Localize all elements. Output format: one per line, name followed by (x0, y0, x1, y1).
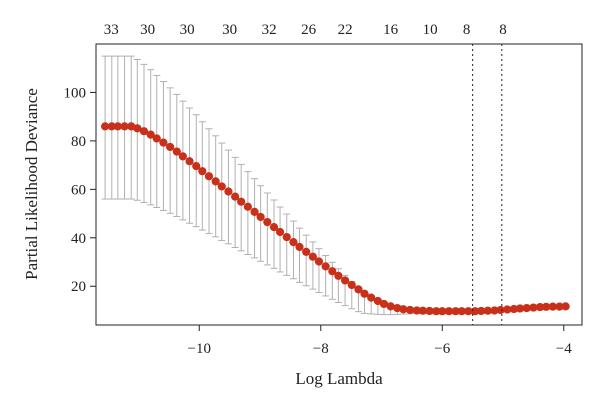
data-point (425, 306, 434, 316)
data-point (432, 307, 441, 316)
data-point (328, 267, 337, 276)
data-point (295, 242, 304, 252)
data-point (139, 127, 149, 136)
data-point (379, 299, 389, 309)
data-point (217, 182, 226, 191)
data-point (192, 161, 201, 171)
data-point (477, 306, 486, 316)
x-tick-label: −8 (313, 341, 329, 357)
data-point (204, 172, 214, 181)
data-point (101, 122, 110, 131)
data-point (515, 304, 525, 313)
top-axis-label: 16 (383, 22, 399, 38)
data-point (483, 306, 492, 315)
data-point (314, 257, 324, 266)
y-tick-label: 100 (64, 85, 87, 101)
data-point (231, 192, 240, 201)
reference-lines (472, 44, 503, 325)
data-point (347, 280, 356, 290)
data-point (275, 227, 285, 237)
data-point (418, 306, 427, 315)
data-point (159, 138, 168, 147)
x-tick-label: −10 (188, 341, 211, 357)
data-point (120, 122, 129, 131)
top-axis-label: 30 (222, 22, 237, 38)
x-axis-title: Log Lambda (295, 369, 383, 388)
top-axis-label: 8 (463, 22, 471, 38)
data-point (529, 303, 538, 312)
data-point (542, 302, 551, 311)
data-point (133, 124, 142, 133)
data-point (457, 307, 466, 316)
data-point (146, 130, 155, 139)
data-point (172, 147, 181, 156)
data-point (302, 247, 311, 256)
top-axis-label: 22 (338, 22, 353, 38)
data-point (334, 271, 343, 280)
data-point (503, 305, 512, 314)
x-tick-label: −4 (556, 341, 572, 357)
top-axis-label: 10 (423, 22, 438, 38)
data-point (535, 302, 545, 312)
data-point (321, 262, 330, 271)
data-point (496, 305, 505, 315)
data-point (113, 122, 122, 131)
data-point (211, 177, 220, 186)
top-axis-label: 30 (180, 22, 195, 38)
data-point (224, 187, 233, 196)
top-axis-label: 32 (262, 22, 277, 38)
x-tick-label: −6 (434, 341, 450, 357)
y-tick-label: 40 (71, 231, 86, 247)
y-tick-label: 80 (71, 134, 86, 150)
data-point (250, 207, 259, 216)
data-point (166, 142, 175, 152)
data-point (243, 202, 252, 211)
data-point (198, 167, 207, 176)
y-tick-label: 60 (71, 182, 86, 198)
top-axis: 33 30 30 30 32 26 22 16 10 8 8 (104, 22, 507, 38)
data-point (464, 307, 473, 316)
data-point (289, 238, 298, 247)
top-axis-label: 8 (499, 22, 507, 38)
data-point (393, 303, 402, 313)
data-point (555, 302, 564, 311)
y-axis-title: Partial Likelihood Deviance (22, 88, 41, 280)
data-point (256, 212, 265, 222)
data-point (237, 197, 246, 206)
data-point (360, 289, 369, 298)
x-axis: −10 −8 −6 −4 (188, 325, 572, 357)
plot-frame (95, 43, 583, 326)
top-axis-label: 30 (140, 22, 155, 38)
data-point (444, 307, 454, 316)
data-point (308, 252, 317, 261)
data-point (451, 307, 460, 316)
y-axis: 20 40 60 80 100 (64, 85, 96, 295)
data-point (561, 302, 570, 311)
data-point (152, 134, 161, 143)
data-point (178, 152, 187, 161)
data-point (438, 307, 447, 316)
data-point (548, 302, 557, 311)
data-point (107, 122, 116, 131)
data-point (367, 293, 376, 302)
data-point (490, 306, 499, 315)
data-points (101, 122, 570, 316)
data-point (263, 217, 272, 227)
data-point (399, 305, 408, 314)
data-point (185, 157, 194, 166)
data-point (412, 306, 421, 315)
data-point (354, 285, 363, 294)
data-point (373, 296, 382, 306)
data-point (405, 305, 415, 315)
data-point (522, 303, 531, 313)
data-point (282, 232, 291, 242)
data-point (340, 276, 350, 285)
data-point (386, 302, 395, 311)
top-axis-label: 33 (104, 22, 119, 38)
data-point (509, 304, 519, 314)
top-axis-label: 26 (301, 22, 317, 38)
data-point (269, 223, 279, 232)
y-tick-label: 20 (71, 279, 86, 295)
